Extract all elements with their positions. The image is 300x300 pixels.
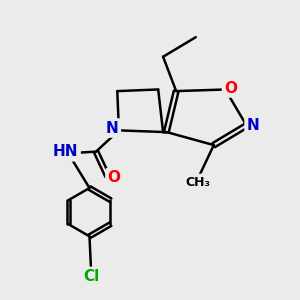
Text: N: N [106,121,119,136]
Text: Cl: Cl [83,269,99,284]
Text: N: N [247,118,260,133]
Text: O: O [224,80,237,95]
Text: HN: HN [53,144,79,159]
Text: O: O [107,170,120,185]
Text: CH₃: CH₃ [185,176,210,189]
